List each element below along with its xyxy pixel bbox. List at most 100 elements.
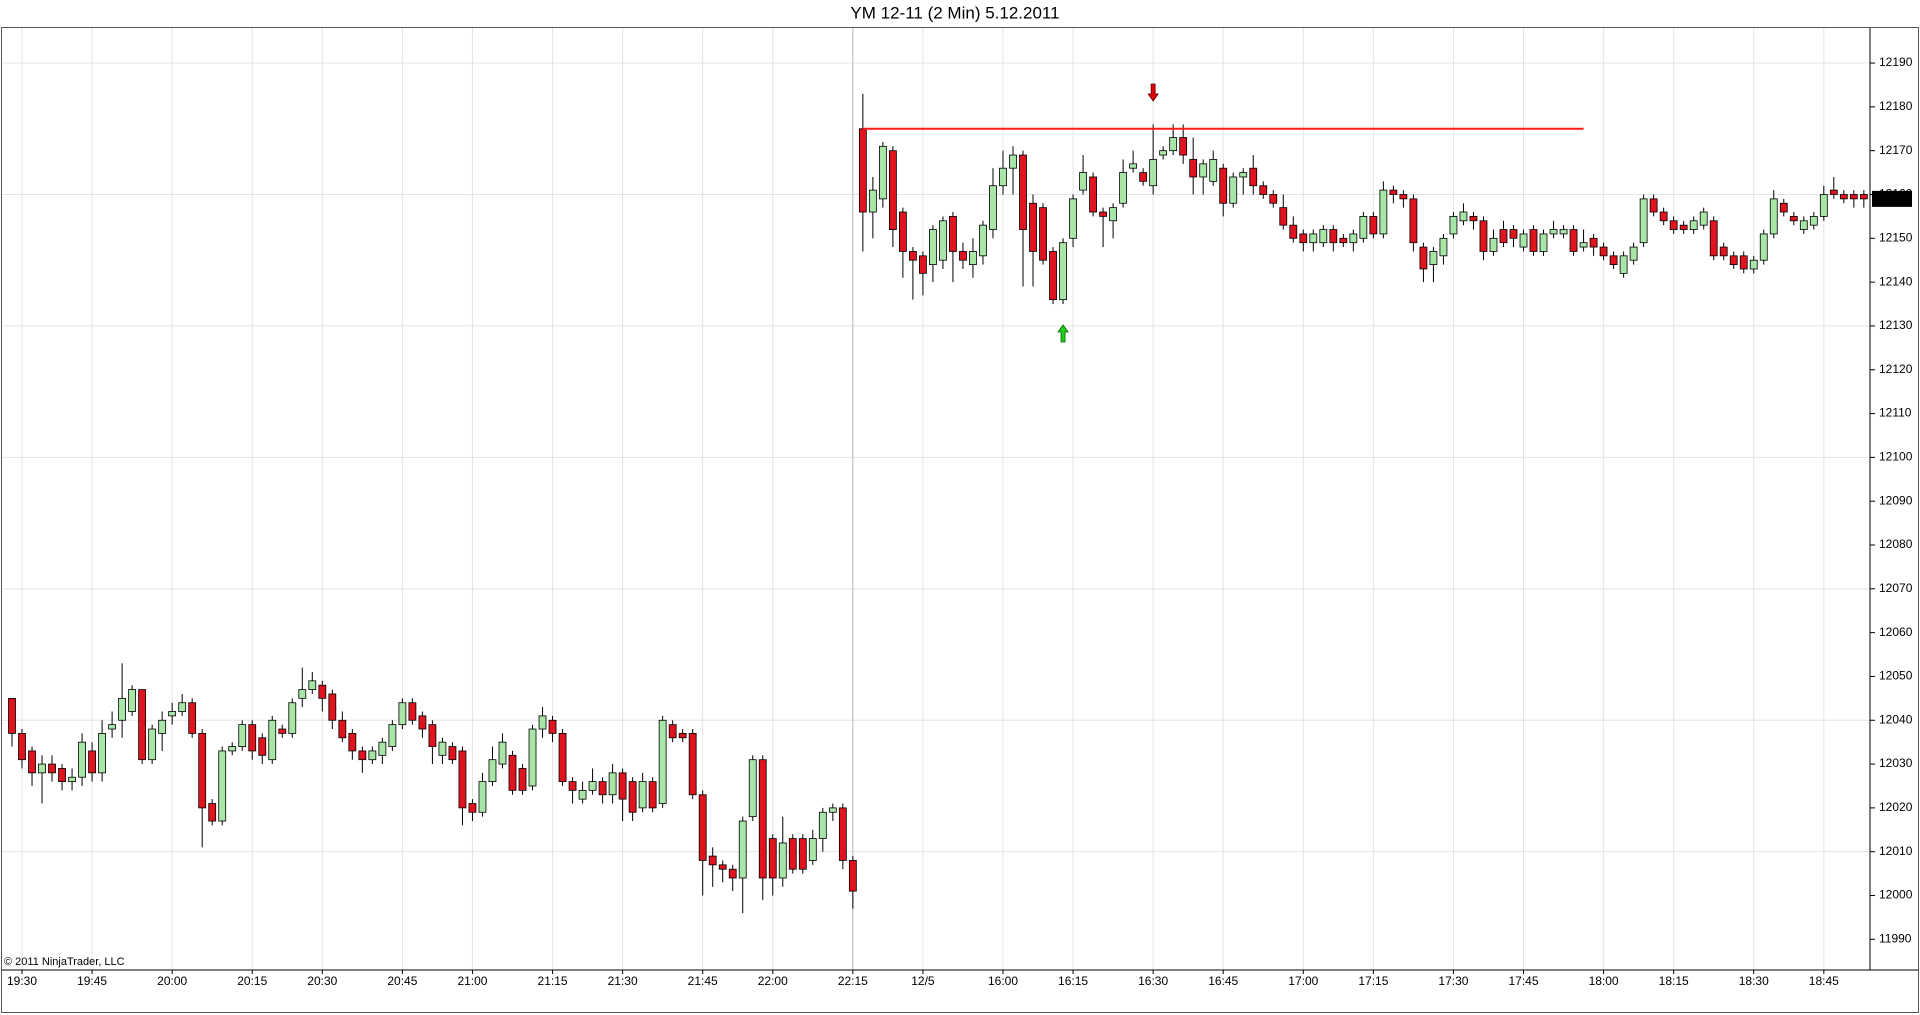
candle-body — [1629, 246, 1638, 261]
candle-body — [448, 746, 457, 761]
x-tick-label: 18:00 — [1589, 974, 1619, 988]
x-tick-label: 19:30 — [7, 974, 37, 988]
candle-body — [1809, 215, 1818, 226]
candle-body — [999, 167, 1007, 187]
candle-body — [1079, 172, 1087, 191]
y-tick-label: 12180 — [1879, 99, 1913, 113]
y-tick-label: 12050 — [1879, 669, 1913, 683]
candle-body — [1229, 176, 1238, 204]
candle-body — [1489, 237, 1498, 252]
candle-body — [1639, 198, 1648, 244]
candle-body — [368, 750, 377, 761]
candle-body — [648, 781, 657, 809]
x-tick-label: 20:15 — [237, 974, 267, 988]
y-tick-label: 12100 — [1879, 450, 1913, 464]
x-tick-label: 18:30 — [1739, 974, 1769, 988]
y-tick-label: 12000 — [1879, 888, 1913, 902]
candle-body — [388, 724, 397, 747]
candle-body — [618, 772, 627, 800]
frame — [1, 27, 1919, 1013]
candle-body — [1139, 172, 1148, 182]
candle-body — [438, 741, 447, 756]
candle-body — [1269, 194, 1278, 204]
candle-body — [498, 741, 507, 765]
candle-body — [1599, 246, 1608, 257]
candle-body — [1769, 198, 1778, 235]
candle-body — [979, 224, 987, 257]
candle-body — [1379, 189, 1388, 235]
candle-body — [1449, 215, 1458, 235]
x-tick-label: 18:15 — [1659, 974, 1689, 988]
candle-body — [328, 693, 337, 721]
candle-body — [1739, 255, 1748, 270]
y-tick-label: 12110 — [1879, 406, 1912, 420]
candle-body — [288, 702, 297, 734]
x-tick-label: 17:15 — [1358, 974, 1388, 988]
candle-body — [1659, 211, 1668, 222]
candle-body — [268, 719, 277, 761]
candle-body — [58, 768, 66, 782]
candle-body — [1399, 194, 1408, 200]
candle-body — [1409, 198, 1418, 244]
y-tick-label: 12190 — [1879, 55, 1913, 69]
candle-body — [488, 759, 497, 782]
candle-body — [969, 251, 977, 265]
candle-body — [108, 724, 116, 730]
candle-body — [558, 733, 567, 783]
y-tick-label: 12070 — [1879, 581, 1913, 595]
candle-body — [1519, 233, 1528, 248]
y-tick-label: 12040 — [1879, 712, 1913, 726]
candle-body — [548, 719, 557, 734]
candle-body — [919, 255, 927, 274]
candle-body — [808, 838, 817, 861]
candle-body — [858, 128, 867, 213]
candle-body — [518, 768, 527, 791]
candle-body — [28, 750, 36, 774]
candle-body — [949, 215, 957, 252]
candle-body — [208, 803, 217, 822]
candle-body — [298, 689, 307, 699]
candle-body — [1099, 211, 1107, 217]
candle-body — [148, 728, 157, 761]
candle-body — [218, 750, 227, 822]
candle-body — [168, 711, 177, 717]
candle-body — [1299, 233, 1308, 244]
candle-body — [1309, 233, 1318, 244]
candle-body — [88, 750, 96, 774]
x-tick-label: 22:00 — [758, 974, 788, 988]
x-tick-label: 20:45 — [387, 974, 417, 988]
candle-body — [1339, 237, 1348, 244]
y-tick-label: 12010 — [1879, 844, 1913, 858]
candle-body — [1649, 198, 1658, 213]
x-tick-label: 22:15 — [838, 974, 868, 988]
candle-body — [1589, 237, 1598, 248]
candle-body — [1719, 246, 1728, 257]
candle-body — [538, 715, 547, 730]
up-arrow — [1057, 324, 1069, 343]
y-tick-label: 12060 — [1879, 625, 1913, 639]
candle-body — [1249, 167, 1258, 187]
candle-body — [668, 724, 677, 739]
x-tick-label: 17:30 — [1438, 974, 1468, 988]
candle-body — [768, 838, 777, 879]
candle-body — [848, 860, 857, 892]
candle-body — [628, 781, 637, 813]
candle-body — [408, 702, 417, 721]
x-tick-label: 20:30 — [307, 974, 337, 988]
candle-body — [1049, 251, 1057, 301]
candle-body — [278, 728, 287, 734]
candle-body — [1149, 159, 1158, 187]
candle-body — [1579, 242, 1588, 248]
candle-body — [1819, 194, 1828, 217]
candle-body — [378, 741, 387, 756]
candle-body — [1779, 202, 1788, 213]
candle-body — [8, 697, 16, 734]
candle-body — [458, 750, 467, 809]
candle-body — [588, 781, 597, 791]
y-tick-label: 12080 — [1879, 537, 1913, 551]
candle-body — [1009, 154, 1017, 169]
candle-body — [1729, 255, 1738, 265]
